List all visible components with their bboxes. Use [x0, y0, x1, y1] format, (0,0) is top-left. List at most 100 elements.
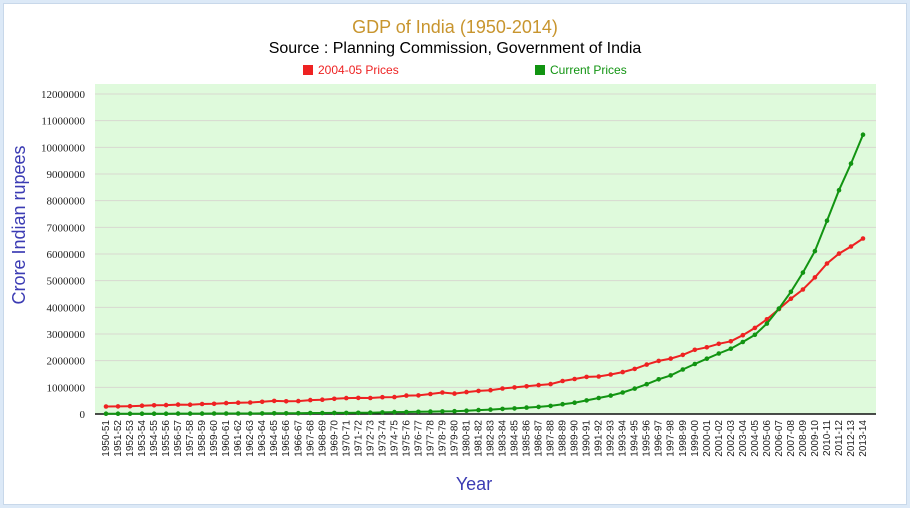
- data-point[interactable]: [296, 410, 301, 416]
- data-point[interactable]: [824, 218, 830, 223]
- data-point[interactable]: [283, 399, 289, 404]
- data-point[interactable]: [644, 381, 649, 387]
- data-point[interactable]: [824, 261, 830, 266]
- data-point[interactable]: [296, 398, 301, 404]
- data-point[interactable]: [187, 411, 193, 416]
- data-point[interactable]: [860, 236, 866, 241]
- data-point[interactable]: [115, 411, 121, 417]
- data-point[interactable]: [259, 411, 265, 416]
- data-point[interactable]: [175, 402, 181, 407]
- data-point[interactable]: [704, 356, 710, 362]
- data-point[interactable]: [680, 367, 686, 372]
- data-point[interactable]: [692, 361, 698, 367]
- legend-item-current-prices[interactable]: Current Prices: [535, 63, 627, 77]
- data-point[interactable]: [199, 401, 205, 407]
- data-point[interactable]: [548, 403, 553, 409]
- data-point[interactable]: [524, 384, 529, 389]
- data-point[interactable]: [187, 402, 193, 408]
- data-point[interactable]: [632, 386, 637, 391]
- data-point[interactable]: [836, 187, 842, 193]
- data-point[interactable]: [103, 411, 109, 417]
- data-point[interactable]: [716, 341, 722, 347]
- data-point[interactable]: [836, 251, 842, 256]
- data-point[interactable]: [560, 401, 565, 407]
- data-point[interactable]: [860, 132, 866, 137]
- data-point[interactable]: [536, 404, 541, 410]
- data-point[interactable]: [488, 387, 493, 393]
- data-point[interactable]: [127, 403, 133, 409]
- data-point[interactable]: [728, 346, 734, 352]
- data-point[interactable]: [488, 407, 493, 412]
- data-point[interactable]: [680, 352, 686, 358]
- data-point[interactable]: [584, 398, 589, 403]
- data-point[interactable]: [692, 347, 698, 353]
- data-point[interactable]: [404, 393, 409, 398]
- data-point[interactable]: [848, 244, 854, 249]
- data-point[interactable]: [320, 397, 325, 403]
- data-point[interactable]: [848, 161, 854, 166]
- data-point[interactable]: [139, 411, 145, 417]
- data-point[interactable]: [812, 248, 818, 254]
- data-point[interactable]: [199, 411, 205, 416]
- data-point[interactable]: [476, 407, 481, 413]
- data-point[interactable]: [344, 410, 349, 416]
- data-point[interactable]: [536, 382, 541, 388]
- data-point[interactable]: [596, 395, 601, 401]
- data-point[interactable]: [668, 373, 673, 378]
- data-point[interactable]: [572, 376, 577, 382]
- data-point[interactable]: [283, 411, 289, 416]
- data-point[interactable]: [151, 411, 157, 417]
- data-point[interactable]: [464, 408, 469, 414]
- data-point[interactable]: [452, 391, 457, 396]
- data-point[interactable]: [211, 401, 217, 407]
- data-point[interactable]: [800, 270, 806, 275]
- data-point[interactable]: [668, 356, 673, 361]
- data-point[interactable]: [464, 389, 469, 395]
- data-point[interactable]: [452, 408, 457, 414]
- data-point[interactable]: [584, 374, 589, 380]
- data-point[interactable]: [332, 396, 337, 402]
- data-point[interactable]: [764, 317, 770, 322]
- data-point[interactable]: [259, 399, 265, 405]
- data-point[interactable]: [308, 410, 313, 416]
- data-point[interactable]: [788, 289, 794, 295]
- data-point[interactable]: [368, 395, 373, 401]
- data-point[interactable]: [620, 369, 625, 375]
- data-point[interactable]: [392, 394, 397, 400]
- data-point[interactable]: [428, 409, 433, 414]
- data-point[interactable]: [704, 345, 710, 350]
- data-point[interactable]: [788, 296, 794, 302]
- data-point[interactable]: [716, 351, 722, 356]
- data-point[interactable]: [776, 306, 782, 311]
- data-point[interactable]: [512, 406, 517, 411]
- data-point[interactable]: [476, 388, 481, 394]
- data-point[interactable]: [308, 397, 313, 403]
- data-point[interactable]: [139, 403, 145, 409]
- data-point[interactable]: [500, 406, 505, 412]
- data-point[interactable]: [223, 400, 229, 406]
- data-point[interactable]: [271, 411, 277, 416]
- data-point[interactable]: [103, 404, 109, 409]
- data-point[interactable]: [344, 395, 349, 401]
- data-point[interactable]: [608, 393, 613, 398]
- data-point[interactable]: [560, 378, 565, 384]
- data-point[interactable]: [356, 395, 361, 401]
- data-point[interactable]: [223, 411, 229, 416]
- data-point[interactable]: [428, 391, 433, 397]
- data-point[interactable]: [163, 411, 169, 417]
- data-point[interactable]: [644, 362, 649, 367]
- data-point[interactable]: [416, 393, 421, 398]
- data-point[interactable]: [764, 321, 770, 326]
- data-point[interactable]: [812, 275, 818, 280]
- data-point[interactable]: [235, 411, 241, 416]
- data-point[interactable]: [247, 411, 253, 416]
- data-point[interactable]: [524, 405, 529, 410]
- data-point[interactable]: [151, 403, 157, 408]
- data-point[interactable]: [800, 287, 806, 292]
- data-point[interactable]: [752, 325, 758, 331]
- data-point[interactable]: [632, 366, 637, 372]
- data-point[interactable]: [500, 386, 505, 391]
- data-point[interactable]: [512, 385, 517, 390]
- data-point[interactable]: [320, 410, 325, 416]
- legend-item-2004-05-prices[interactable]: 2004-05 Prices: [303, 63, 399, 77]
